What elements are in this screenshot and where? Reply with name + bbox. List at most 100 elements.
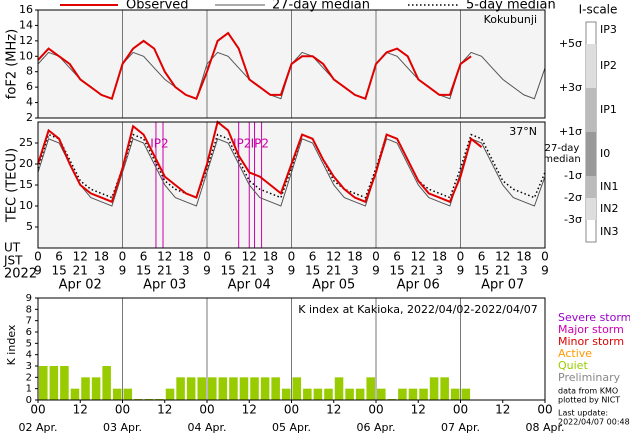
jst-tick-label: 9 <box>288 264 296 278</box>
k-bar <box>176 377 185 400</box>
class-label: IN2 <box>600 202 618 215</box>
k-bar <box>334 377 344 400</box>
y-tick-label: 2 <box>26 372 32 383</box>
jst-tick-label: 21 <box>157 264 172 278</box>
sigma-label: +1σ <box>559 125 582 138</box>
ut-tick-label: 6 <box>309 250 317 264</box>
i-scale-title: I-scale <box>579 3 618 17</box>
sigma-label: -2σ <box>564 191 582 204</box>
k-bar <box>450 388 460 400</box>
x-tick-label: 12 <box>73 403 88 417</box>
x-tick-label: 00 <box>453 403 468 417</box>
k-legend-label: Active <box>558 347 592 360</box>
k-bar <box>461 388 471 400</box>
k-bar <box>49 366 59 400</box>
jst-tick-label: 3 <box>436 264 444 278</box>
legend-label: Observed <box>126 0 189 13</box>
plot-frame <box>37 121 546 249</box>
ut-tick-label: 6 <box>140 250 148 264</box>
ut-tick-label: 0 <box>34 250 42 264</box>
k-bar <box>313 388 323 400</box>
jst-tick-label: 3 <box>98 264 106 278</box>
i-scale-band <box>586 132 596 176</box>
k-bar <box>260 377 270 400</box>
series-line <box>37 120 483 204</box>
ut-tick-label: 0 <box>372 250 380 264</box>
k-bar <box>250 377 259 400</box>
jst-tick-label: 21 <box>326 264 341 278</box>
series-line <box>37 138 546 207</box>
k-bar <box>377 388 386 400</box>
k-bar <box>355 388 365 400</box>
y-tick-label: 10 <box>19 199 33 212</box>
k-title: K index at Kakioka, 2022/04/02-2022/04/0… <box>298 303 537 316</box>
event-label: IP2 <box>251 137 269 151</box>
y-tick-label: 2 <box>26 111 33 124</box>
k-bar <box>91 377 101 400</box>
k-bar <box>123 388 133 400</box>
jst-tick-label: 15 <box>51 264 66 278</box>
ut-tick-label: 18 <box>432 250 447 264</box>
x-tick-label: 12 <box>157 403 172 417</box>
jst-tick-label: 9 <box>541 264 549 278</box>
ut-tick-label: 18 <box>347 250 362 264</box>
k-bar <box>208 377 217 400</box>
x-tick-label: 12 <box>495 403 510 417</box>
jst-tick-label: 9 <box>203 264 211 278</box>
x-tick-label: 00 <box>115 403 130 417</box>
k-bar <box>165 388 175 400</box>
date-label: Apr 07 <box>481 278 524 293</box>
k-legend-label: Quiet <box>558 359 588 372</box>
class-label: IN3 <box>600 225 618 238</box>
row-label: UT <box>4 241 21 255</box>
panel-annotation: 37°N <box>509 125 537 138</box>
sigma-label: -3σ <box>564 213 582 226</box>
y-tick-label: 16 <box>19 3 33 16</box>
k-bar <box>292 377 302 400</box>
x-tick-label: 00 <box>537 403 552 417</box>
jst-tick-label: 9 <box>119 264 127 278</box>
legend-label: 5-day median <box>466 0 556 13</box>
jst-tick-label: 21 <box>73 264 88 278</box>
k-bar <box>60 366 69 400</box>
k-legend-label: Minor storm <box>558 335 624 348</box>
ut-tick-label: 0 <box>203 250 211 264</box>
update-note: Last update: <box>558 409 608 418</box>
y-tick-label: 12 <box>19 34 33 47</box>
legend-label: 27-day median <box>272 0 370 13</box>
x-tick-label: 00 <box>30 403 45 417</box>
class-label: IP3 <box>600 23 617 36</box>
x-tick-label: 00 <box>368 403 383 417</box>
y-tick-label: 1 <box>26 384 32 395</box>
ut-tick-label: 18 <box>94 250 109 264</box>
y-tick-label: 9 <box>26 293 32 304</box>
class-label: I0 <box>600 147 610 160</box>
date-tick-label: 03 Apr. <box>103 421 142 434</box>
k-bar <box>218 377 228 400</box>
x-tick-label: 12 <box>242 403 257 417</box>
x-tick-label: 00 <box>284 403 299 417</box>
sigma-label: +5σ <box>559 37 582 50</box>
year-label: 2022 <box>4 267 37 282</box>
k-bar <box>39 366 48 400</box>
i-scale-band <box>586 198 596 220</box>
y-tick-label: 5 <box>26 220 33 233</box>
date-tick-label: 05 Apr. <box>272 421 311 434</box>
median-label: median <box>543 154 581 165</box>
i-scale-band <box>586 88 596 132</box>
jst-tick-label: 9 <box>372 264 380 278</box>
k-bar <box>345 388 354 400</box>
event-label: IP2 <box>150 137 168 151</box>
median-label: 27-day <box>545 143 580 154</box>
k-bar <box>408 388 418 400</box>
k-bar <box>281 388 291 400</box>
k-legend-label: Preliminary <box>558 371 621 384</box>
k-bar <box>186 377 196 400</box>
ut-tick-label: 12 <box>411 250 426 264</box>
ut-tick-label: 6 <box>224 250 232 264</box>
k-bar <box>197 377 206 400</box>
ut-tick-label: 12 <box>495 250 510 264</box>
k-bar <box>440 377 449 400</box>
y-tick-label: 0 <box>26 395 32 406</box>
y-tick-label: 10 <box>19 49 33 62</box>
